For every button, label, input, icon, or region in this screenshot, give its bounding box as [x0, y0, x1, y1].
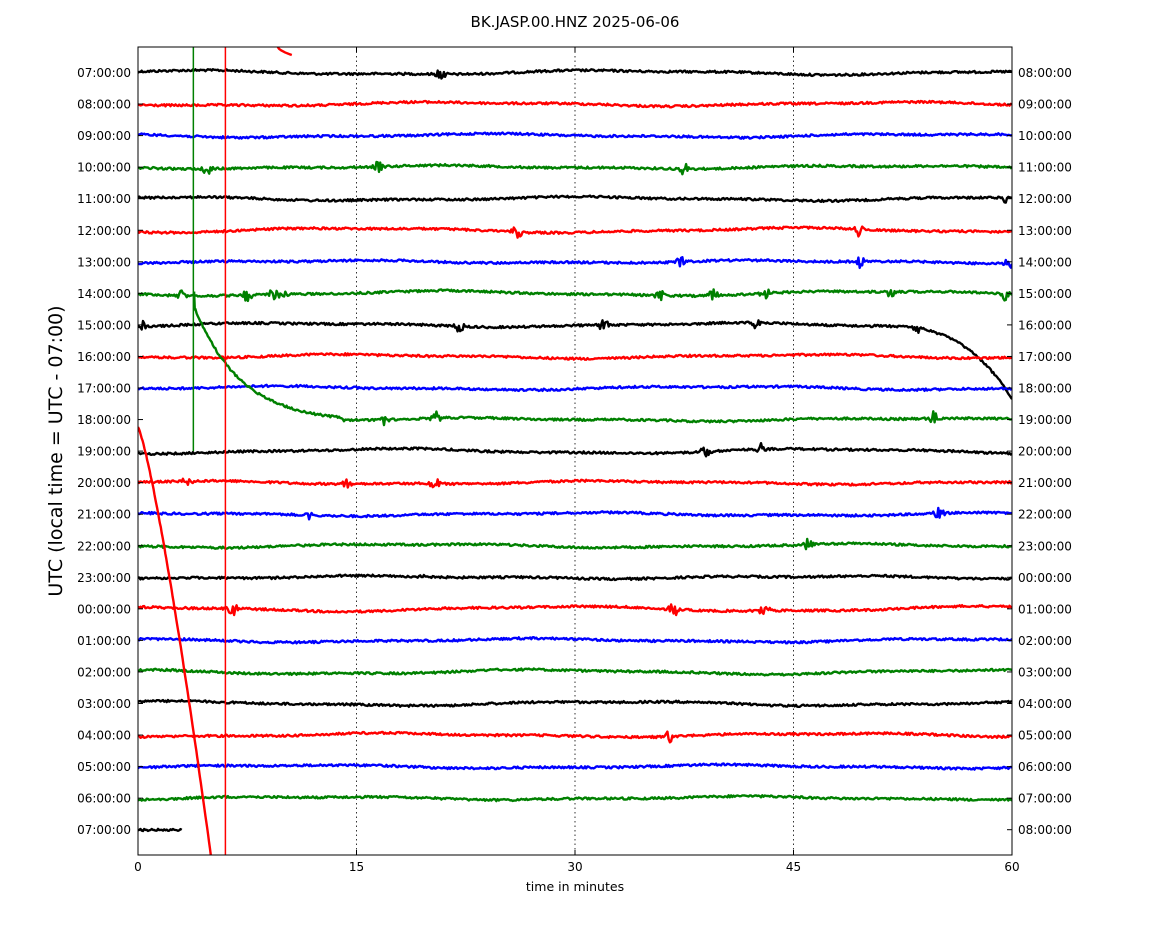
left-hour-label-22: 05:00:00: [77, 760, 131, 774]
trace-row-7: [138, 288, 1012, 303]
left-hour-label-7: 14:00:00: [77, 287, 131, 301]
right-hour-label-13: 21:00:00: [1018, 476, 1072, 490]
left-hour-label-6: 13:00:00: [77, 255, 131, 269]
chart-title: BK.JASP.00.HNZ 2025-06-06: [471, 13, 680, 31]
right-hour-label-23: 07:00:00: [1018, 792, 1072, 806]
left-hour-label-4: 11:00:00: [77, 192, 131, 206]
traces: [138, 47, 1012, 855]
trace-row-2: [138, 131, 1012, 140]
left-hour-label-19: 02:00:00: [77, 665, 131, 679]
left-hour-label-10: 17:00:00: [77, 382, 131, 396]
trace-row-21: [138, 730, 1012, 744]
right-hour-label-21: 05:00:00: [1018, 729, 1072, 743]
right-hour-label-22: 06:00:00: [1018, 760, 1072, 774]
event-markers: [192, 47, 227, 855]
left-hour-label-18: 01:00:00: [77, 634, 131, 648]
right-hour-label-9: 17:00:00: [1018, 350, 1072, 364]
right-hour-label-7: 15:00:00: [1018, 287, 1072, 301]
left-hour-label-20: 03:00:00: [77, 697, 131, 711]
left-hour-label-17: 00:00:00: [77, 602, 131, 616]
x-axis-label: time in minutes: [526, 879, 624, 894]
right-hour-label-24: 08:00:00: [1018, 823, 1072, 837]
right-hour-label-15: 23:00:00: [1018, 539, 1072, 553]
right-hour-label-14: 22:00:00: [1018, 508, 1072, 522]
left-hour-label-0: 07:00:00: [77, 66, 131, 80]
trace-row-18: [138, 636, 1012, 645]
left-hour-label-8: 15:00:00: [77, 318, 131, 332]
right-hour-label-6: 14:00:00: [1018, 255, 1072, 269]
trace-row-8: [138, 319, 1012, 400]
trace-row-6: [138, 256, 1012, 270]
x-tick-labels: 0 15 30 45 60: [134, 860, 1019, 874]
left-hour-label-2: 09:00:00: [77, 129, 131, 143]
axis-ticks: [137, 47, 1013, 855]
trace-row-12: [138, 442, 1012, 458]
left-hour-label-12: 19:00:00: [77, 445, 131, 459]
right-hour-label-19: 03:00:00: [1018, 665, 1072, 679]
right-hour-labels: 08:00:00 09:00:00 10:00:00 11:00:00 12:00:00…: [1018, 66, 1072, 837]
trace-row-22: [138, 762, 1012, 771]
right-hour-label-18: 02:00:00: [1018, 634, 1072, 648]
x-tick-label-3: 45: [786, 860, 801, 874]
right-hour-label-20: 04:00:00: [1018, 697, 1072, 711]
left-hour-label-24: 07:00:00: [77, 823, 131, 837]
left-hour-label-11: 18:00:00: [77, 413, 131, 427]
trace-row-17: [138, 603, 1012, 617]
right-hour-label-8: 16:00:00: [1018, 318, 1072, 332]
trace-row-1: [138, 99, 1012, 109]
trace-row-3: [138, 160, 1012, 176]
left-hour-label-23: 06:00:00: [77, 792, 131, 806]
trace-row-4: [138, 194, 1012, 204]
trace-row-9: [138, 352, 1012, 361]
left-hour-label-21: 04:00:00: [77, 729, 131, 743]
left-hour-label-15: 22:00:00: [77, 539, 131, 553]
drift-curve-red: [138, 426, 212, 855]
right-hour-label-10: 18:00:00: [1018, 382, 1072, 396]
left-hour-label-3: 10:00:00: [77, 161, 131, 175]
y-axis-label: UTC (local time = UTC - 07:00): [45, 305, 67, 596]
right-hour-label-0: 08:00:00: [1018, 66, 1072, 80]
x-tick-label-1: 15: [349, 860, 364, 874]
right-hour-label-12: 20:00:00: [1018, 445, 1072, 459]
right-hour-label-3: 11:00:00: [1018, 161, 1072, 175]
trace-row-5: [138, 225, 1012, 239]
left-hour-label-14: 21:00:00: [77, 508, 131, 522]
x-tick-label-0: 0: [134, 860, 142, 874]
right-hour-label-16: 00:00:00: [1018, 571, 1072, 585]
trace-row-15: [138, 537, 1012, 551]
trace-row-24: [138, 827, 183, 833]
trace-row-13: [138, 477, 1012, 489]
x-tick-label-4: 60: [1004, 860, 1019, 874]
left-hour-label-16: 23:00:00: [77, 571, 131, 585]
right-hour-label-5: 13:00:00: [1018, 224, 1072, 238]
right-hour-label-17: 01:00:00: [1018, 602, 1072, 616]
left-hour-labels: 07:00:00 08:00:00 09:00:00 10:00:00 11:00:00…: [77, 66, 131, 837]
trace-row-0: [138, 67, 1012, 80]
x-tick-label-2: 30: [567, 860, 582, 874]
left-hour-label-9: 16:00:00: [77, 350, 131, 364]
left-hour-label-13: 20:00:00: [77, 476, 131, 490]
right-hour-label-2: 10:00:00: [1018, 129, 1072, 143]
left-hour-label-5: 12:00:00: [77, 224, 131, 238]
trace-row-11: [192, 291, 1012, 427]
trace-row-14: [138, 506, 1012, 521]
trace-row-19: [138, 667, 1012, 677]
trace-row-10: [138, 383, 1012, 393]
right-hour-label-11: 19:00:00: [1018, 413, 1072, 427]
right-hour-label-1: 09:00:00: [1018, 98, 1072, 112]
trace-row-16: [138, 573, 1012, 582]
trace-row-23: [138, 794, 1012, 803]
trace-row-20: [138, 698, 1012, 708]
drift-hook-red: [276, 47, 293, 57]
right-hour-label-4: 12:00:00: [1018, 192, 1072, 206]
left-hour-label-1: 08:00:00: [77, 98, 131, 112]
